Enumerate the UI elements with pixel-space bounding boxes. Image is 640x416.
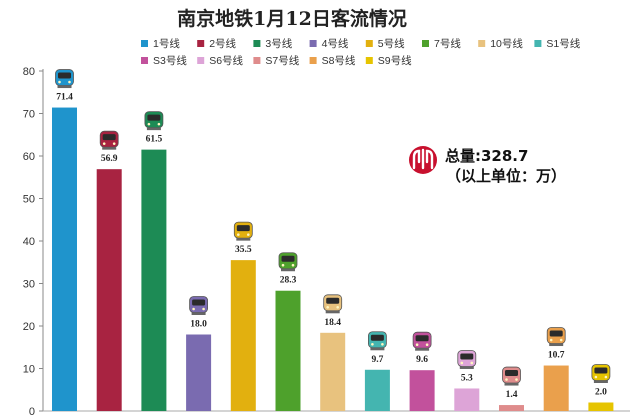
bar-value-label: 61.5 bbox=[146, 135, 163, 145]
legend-label: 3号线 bbox=[265, 37, 292, 50]
legend-swatch bbox=[534, 40, 542, 47]
bar bbox=[320, 332, 346, 411]
train-icon bbox=[278, 252, 298, 272]
nanjing-metro-logo bbox=[409, 146, 437, 174]
legend-swatch bbox=[141, 57, 148, 64]
bars bbox=[52, 107, 614, 412]
legend-swatch bbox=[478, 40, 486, 47]
bar-value-label: 28.3 bbox=[280, 276, 297, 286]
legend-label: S1号线 bbox=[546, 37, 580, 50]
legend-swatch bbox=[365, 57, 373, 64]
legend-swatch bbox=[309, 57, 317, 64]
bar bbox=[588, 402, 614, 411]
y-tick-label: 50 bbox=[23, 194, 35, 206]
legend-label: 7号线 bbox=[434, 37, 461, 50]
legend-label: 10号线 bbox=[490, 37, 523, 50]
y-axis: 0 10 20 30 40 50 60 70 80 bbox=[23, 66, 630, 416]
legend-label: S9号线 bbox=[378, 54, 412, 67]
value-labels: 71.4 56.9 61.5 18.0 35.5 28.3 18.4 9.7 9.6 5.3 1.4… bbox=[56, 93, 607, 400]
train-icon bbox=[412, 331, 432, 351]
train-icon bbox=[99, 130, 119, 150]
bar bbox=[275, 290, 301, 411]
train-icon bbox=[367, 331, 387, 351]
legend-label: S3号线 bbox=[153, 54, 187, 67]
bar-value-label: 35.5 bbox=[235, 245, 252, 255]
bar-value-label: 1.4 bbox=[506, 390, 518, 400]
legend-swatch bbox=[253, 57, 261, 64]
legend-label: 5号线 bbox=[378, 37, 405, 50]
train-icon bbox=[55, 69, 74, 89]
bar-value-label: 71.4 bbox=[56, 93, 73, 103]
unit-note-text: （以上单位：万） bbox=[446, 167, 566, 185]
legend-label: S6号线 bbox=[209, 54, 243, 67]
y-tick-label: 0 bbox=[29, 406, 35, 416]
bar-value-label: 2.0 bbox=[595, 388, 607, 398]
train-icon bbox=[144, 111, 164, 131]
bar bbox=[230, 260, 256, 411]
legend-label: 2号线 bbox=[209, 37, 236, 50]
legend-swatch bbox=[253, 40, 261, 47]
legend-swatch bbox=[365, 40, 373, 47]
bar bbox=[543, 365, 569, 411]
bar-value-label: 9.7 bbox=[371, 355, 383, 365]
y-tick-label: 60 bbox=[23, 151, 35, 163]
train-icon bbox=[189, 296, 209, 315]
y-tick-label: 70 bbox=[23, 109, 35, 121]
bar-value-label: 10.7 bbox=[548, 351, 565, 361]
y-tick-label: 30 bbox=[23, 279, 35, 291]
y-tick-label: 80 bbox=[23, 66, 35, 78]
y-tick-label: 10 bbox=[23, 364, 35, 376]
bar bbox=[499, 405, 524, 411]
y-tick-label: 20 bbox=[23, 321, 35, 333]
bar-value-label: 9.6 bbox=[416, 355, 428, 365]
total-passenger-text: 总量:328.7 bbox=[445, 147, 528, 165]
train-icon bbox=[546, 327, 566, 347]
train-icons bbox=[55, 69, 611, 386]
bar bbox=[186, 334, 212, 411]
legend-swatch bbox=[197, 40, 205, 47]
train-icon bbox=[323, 294, 343, 314]
bar bbox=[364, 369, 390, 411]
train-icon bbox=[457, 350, 477, 369]
bar bbox=[454, 388, 480, 411]
legend-swatch bbox=[309, 40, 317, 47]
chart-title: 南京地铁1月12日客流情况 bbox=[177, 7, 407, 30]
y-tick-label: 40 bbox=[23, 236, 35, 248]
chart-legend: 1号线 2号线 3号线 4号线 5号线 7号线 10号线 S1号线 S3号线 S6号线 S7号线 S8… bbox=[141, 37, 581, 67]
legend-label: S8号线 bbox=[322, 54, 356, 67]
legend-label: 1号线 bbox=[153, 37, 180, 50]
bar bbox=[52, 107, 77, 412]
legend-label: S7号线 bbox=[265, 54, 299, 67]
legend-swatch bbox=[422, 40, 429, 47]
legend-swatch bbox=[141, 40, 148, 47]
total-annotation: 总量:328.7 （以上单位：万） bbox=[409, 146, 566, 185]
bar-value-label: 56.9 bbox=[101, 154, 118, 164]
bar-value-label: 18.4 bbox=[324, 318, 341, 328]
legend-swatch bbox=[197, 57, 205, 64]
bar-value-label: 5.3 bbox=[461, 373, 473, 383]
bar-value-label: 18.0 bbox=[190, 320, 207, 330]
bar bbox=[96, 169, 122, 411]
bar bbox=[409, 370, 435, 411]
legend-label: 4号线 bbox=[322, 37, 349, 50]
bar bbox=[141, 149, 167, 411]
train-icon bbox=[233, 221, 253, 241]
train-icon bbox=[502, 366, 521, 386]
train-icon bbox=[591, 364, 611, 383]
